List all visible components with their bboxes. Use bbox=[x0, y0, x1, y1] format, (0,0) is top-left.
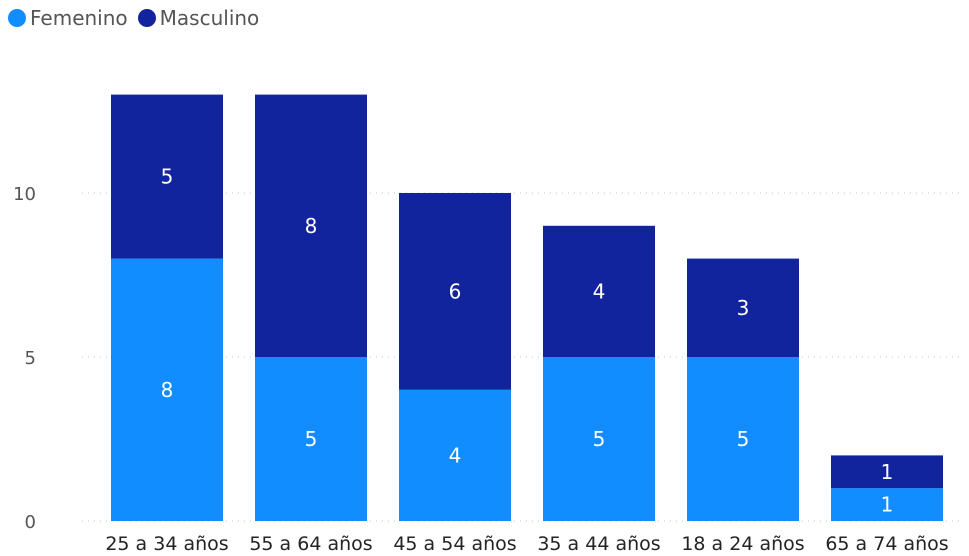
bar-masculino-2 bbox=[399, 193, 511, 390]
legend-dot-masculino bbox=[137, 9, 156, 27]
data-label-femenino-5: 1 bbox=[881, 493, 894, 517]
bar-femenino-4 bbox=[687, 357, 799, 521]
legend-item-masculino[interactable]: Masculino bbox=[137, 6, 260, 30]
data-label-masculino-0: 5 bbox=[161, 165, 174, 189]
bar-masculino-3 bbox=[543, 225, 655, 357]
bar-femenino-0 bbox=[111, 258, 223, 521]
data-label-masculino-1: 8 bbox=[305, 214, 318, 238]
bar-masculino-4 bbox=[687, 258, 799, 357]
bar-femenino-3 bbox=[543, 357, 655, 521]
legend-dot-femenino bbox=[8, 9, 26, 27]
x-tick-label-0: 25 a 34 años bbox=[105, 533, 228, 555]
data-label-femenino-4: 5 bbox=[737, 427, 750, 451]
data-label-femenino-2: 4 bbox=[449, 443, 462, 467]
bar-femenino-2 bbox=[399, 389, 511, 521]
bar-masculino-5 bbox=[831, 455, 943, 489]
bar-masculino-1 bbox=[255, 94, 367, 357]
data-label-masculino-2: 6 bbox=[449, 279, 462, 303]
x-tick-label-5: 65 a 74 años bbox=[825, 533, 948, 555]
bar-masculino-0 bbox=[111, 94, 223, 259]
data-label-masculino-4: 3 bbox=[737, 296, 750, 320]
data-label-masculino-5: 1 bbox=[881, 460, 894, 484]
x-tick-label-1: 55 a 64 años bbox=[249, 533, 372, 555]
x-tick-label-4: 18 a 24 años bbox=[681, 533, 804, 555]
legend-label-femenino: Femenino bbox=[30, 6, 128, 30]
y-tick-label-10: 10 bbox=[13, 184, 36, 205]
data-label-femenino-1: 5 bbox=[305, 427, 318, 451]
y-tick-label-5: 5 bbox=[25, 348, 36, 369]
data-label-femenino-3: 5 bbox=[593, 427, 606, 451]
y-tick-label-0: 0 bbox=[25, 512, 36, 533]
legend-item-femenino[interactable]: Femenino bbox=[8, 6, 128, 30]
bar-femenino-5 bbox=[831, 488, 943, 521]
legend: Femenino Masculino bbox=[8, 4, 269, 32]
legend-label-masculino: Masculino bbox=[159, 6, 260, 30]
bar-femenino-1 bbox=[255, 357, 367, 521]
data-label-masculino-3: 4 bbox=[593, 279, 606, 303]
x-tick-label-3: 35 a 44 años bbox=[537, 533, 660, 555]
data-label-femenino-0: 8 bbox=[161, 378, 174, 402]
x-tick-label-2: 45 a 54 años bbox=[393, 533, 516, 555]
